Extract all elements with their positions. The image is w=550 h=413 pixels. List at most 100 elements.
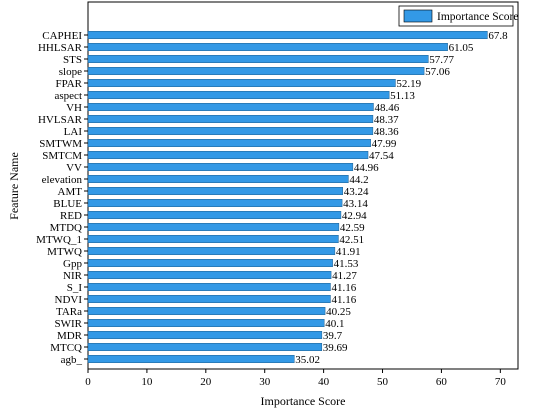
x-tick-label: 50 [377,376,389,388]
y-tick-label: SMTCM [42,150,82,162]
x-tick-label: 20 [200,376,212,388]
y-tick-label: MTWQ [47,246,82,258]
bar-value-label: 44.2 [349,174,368,186]
bar-value-label: 43.14 [343,198,368,210]
bar-value-label: 43.24 [344,186,369,198]
bar-elevation [87,175,349,183]
bar-amt [87,187,343,195]
bar-s_i [87,283,331,291]
bar-value-label: 42.59 [340,222,365,234]
y-tick-label: MTCQ [50,342,82,354]
bar-blue [87,199,343,207]
y-tick-label: STS [63,54,82,66]
x-tick-label: 0 [85,376,91,388]
bar-value-label: 41.91 [336,246,361,258]
bar-value-label: 57.77 [429,54,454,66]
y-tick-label: MTWQ_1 [36,234,82,246]
bar-value-label: 57.06 [425,66,450,78]
x-tick-label: 40 [318,376,330,388]
bar-value-label: 42.94 [342,210,367,222]
bar-red [87,211,342,219]
bar-aspect [87,91,390,99]
bar-fpar [87,79,396,87]
bar-agb_ [87,355,295,363]
bar-vh [87,103,374,111]
bar-value-label: 41.16 [331,294,356,306]
y-tick-label: LAI [64,126,83,138]
bar-value-label: 39.69 [323,342,348,354]
y-tick-label: SWIR [55,318,83,330]
bar-mdr [87,331,323,339]
y-tick-label: NDVI [55,294,83,306]
bar-value-label: 42.51 [339,234,364,246]
x-tick-label: 10 [141,376,153,388]
y-tick-label: agb_ [61,354,83,366]
bar-hvlsar [87,115,374,123]
y-tick-label: HHLSAR [38,42,83,54]
y-tick-label: aspect [55,90,82,102]
plot-frame [87,1,519,370]
bar-lai [87,127,374,135]
y-tick-label: slope [59,66,82,78]
y-tick-label: elevation [42,174,83,186]
y-tick-label: FPAR [55,78,82,90]
bar-value-label: 48.46 [374,102,399,114]
x-tick-label: 30 [259,376,271,388]
y-tick-label: HVLSAR [38,114,83,126]
y-tick-label: RED [60,210,82,222]
bar-mtdq [87,223,340,231]
bar-slope [87,67,425,75]
x-axis-title: Importance Score [261,394,346,408]
bar-value-label: 35.02 [295,354,320,366]
bar-mtwq [87,247,336,255]
bar-vv [87,163,354,171]
legend-swatch [403,9,433,23]
bar-value-label: 47.54 [369,150,394,162]
y-tick-label: AMT [58,186,83,198]
bar-value-label: 47.99 [372,138,397,150]
y-tick-label: VV [66,162,82,174]
bar-value-label: 40.1 [325,318,344,330]
bar-gpp [87,259,333,267]
y-tick-label: MTDQ [50,222,82,234]
bar-value-label: 44.96 [354,162,379,174]
x-tick-label: 60 [436,376,448,388]
bar-caphei [87,31,488,39]
bar-ndvi [87,295,331,303]
bar-smtwm [87,139,371,147]
y-tick-label: NIR [63,270,83,282]
y-tick-label: Gpp [63,258,82,270]
bar-value-label: 41.16 [331,282,356,294]
bar-value-label: 48.37 [374,114,399,126]
x-tick-label: 70 [495,376,507,388]
bar-swir [87,319,325,327]
bar-hhlsar [87,43,448,51]
bar-value-label: 51.13 [390,90,415,102]
bar-value-label: 61.05 [449,42,474,54]
bar-tara [87,307,326,315]
y-tick-label: TARa [56,306,82,318]
bars-group [87,31,488,363]
y-tick-label: BLUE [53,198,82,210]
y-tick-label: VH [66,102,82,114]
bar-value-label: 39.7 [323,330,343,342]
bar-value-label: 48.36 [374,126,399,138]
legend-label: Importance Score [437,11,518,23]
y-tick-label: SMTWM [39,138,82,150]
y-tick-label: CAPHEI [42,30,82,42]
bar-mtwq_1 [87,235,339,243]
x-axis-ticks: 0 10 20 30 40 50 60 70 [85,369,506,388]
bar-nir [87,271,332,279]
bar-mtcq [87,343,323,351]
bar-value-label: 41.27 [332,270,357,282]
y-tick-label: MDR [57,330,83,342]
bar-value-label: 67.8 [488,30,508,42]
bar-sts [87,55,429,63]
bar-value-label: 41.53 [334,258,359,270]
y-axis-ticks: CAPHEIHHLSARSTSslopeFPARaspectVHHVLSARLA… [36,30,88,366]
bar-value-label: 40.25 [326,306,351,318]
legend: Importance Score [398,5,518,27]
bar-value-label: 52.19 [396,78,421,90]
y-axis-title: Feature Name [7,152,21,220]
